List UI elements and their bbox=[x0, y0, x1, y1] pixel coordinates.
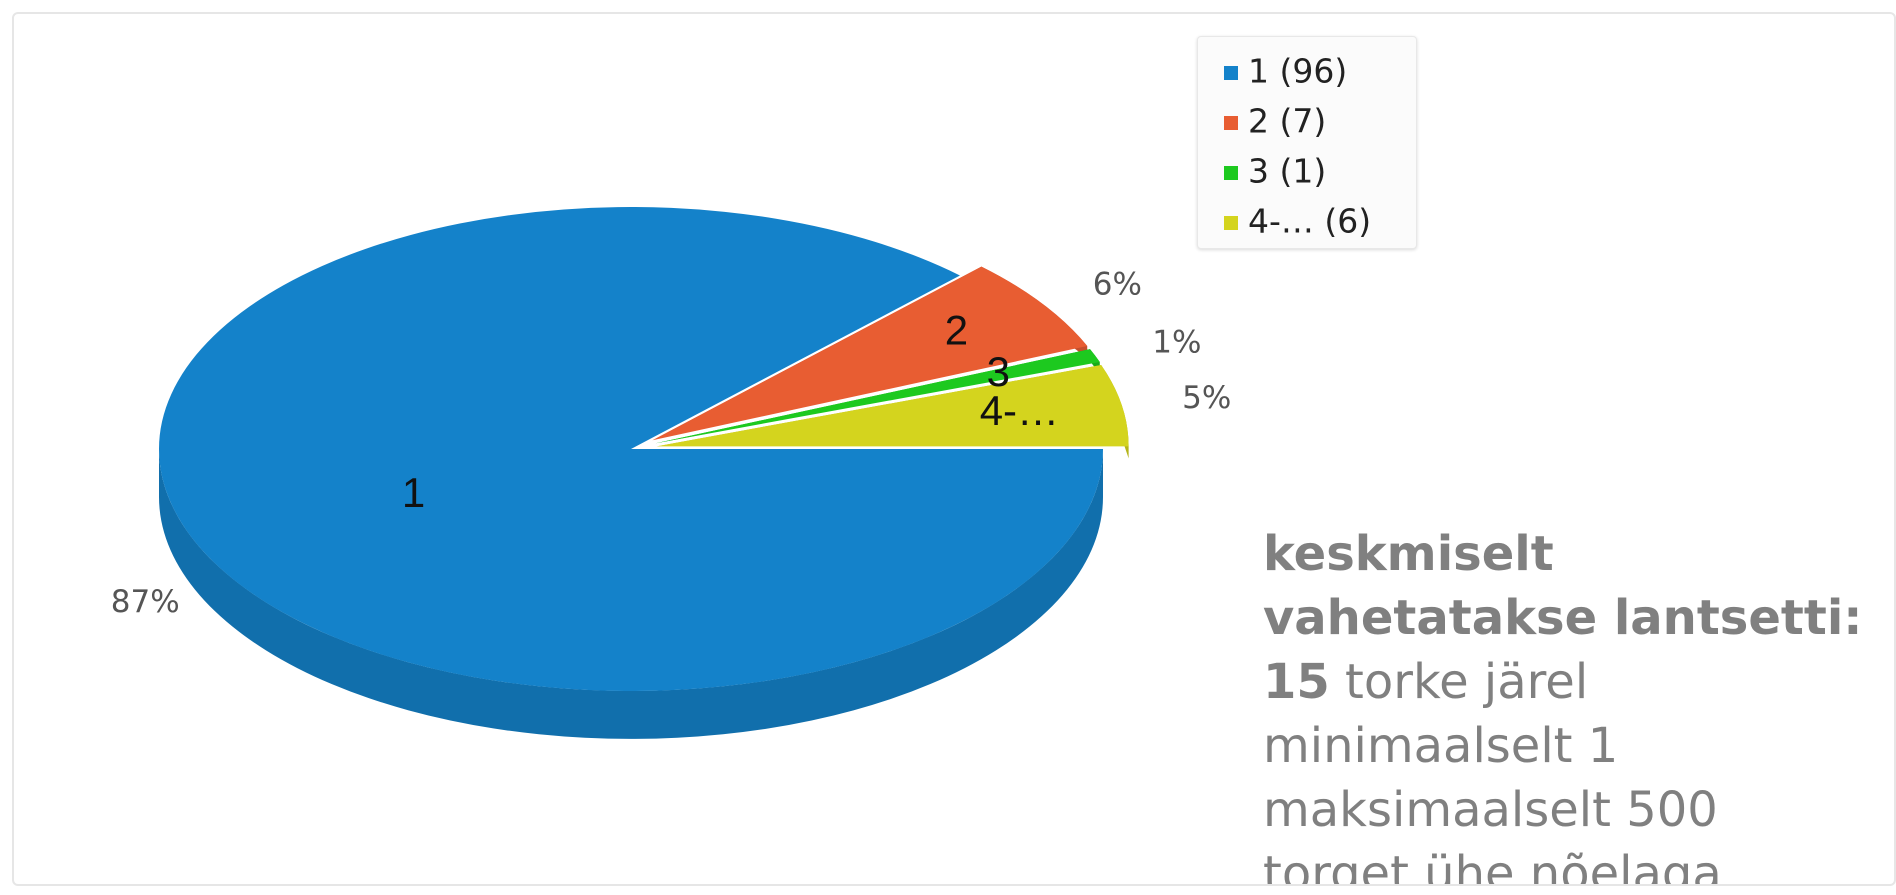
pie-slice bbox=[656, 365, 1129, 447]
percent-label: 5% bbox=[1182, 380, 1231, 416]
slice-label: 3 bbox=[987, 348, 1010, 395]
pie-slice bbox=[158, 206, 1103, 691]
legend-label: 3 (1) bbox=[1248, 152, 1326, 191]
pie-slice bbox=[655, 349, 1100, 444]
pie-slice bbox=[652, 266, 1088, 441]
card: 1 87% 2 6% 3 1% 4-… 5% 1 (96) 2 (7) 3 (1) 4-… (6) … bbox=[12, 12, 1896, 886]
legend-items: 1 (96) 2 (7) 3 (1) 4-… (6) bbox=[1224, 52, 1371, 241]
percent-label: 1% bbox=[1152, 325, 1201, 361]
slice-label: 4-… bbox=[980, 387, 1059, 434]
legend: 1 (96) 2 (7) 3 (1) 4-… (6) bbox=[1197, 36, 1417, 249]
pie-side bbox=[159, 449, 1103, 739]
legend-label: 2 (7) bbox=[1248, 102, 1326, 141]
note-line: 15 torke järel bbox=[1263, 650, 1883, 714]
slice-label: 1 bbox=[402, 469, 425, 516]
legend-swatch bbox=[1224, 66, 1238, 80]
legend-label: 4-… (6) bbox=[1248, 202, 1371, 241]
percent-label: 87% bbox=[111, 584, 180, 620]
legend-swatch bbox=[1224, 216, 1238, 230]
percent-label: 6% bbox=[1093, 266, 1142, 302]
slice-label: 2 bbox=[945, 307, 968, 354]
note-heading: keskmiselt vahetatakse lantsetti: bbox=[1263, 526, 1863, 646]
note: keskmiselt vahetatakse lantsetti: 15 tor… bbox=[1263, 522, 1883, 886]
legend-swatch bbox=[1224, 116, 1238, 130]
note-line: maksimaalselt 500 bbox=[1263, 782, 1718, 838]
pie-chart: 1 87% 2 6% 3 1% 4-… 5% bbox=[111, 206, 1231, 739]
legend-swatch bbox=[1224, 166, 1238, 180]
note-line: minimaalselt 1 bbox=[1263, 718, 1619, 774]
note-line: torget ühe nõelaga bbox=[1263, 846, 1722, 886]
note-text: torke järel bbox=[1329, 654, 1589, 710]
note-number: 15 bbox=[1263, 654, 1330, 710]
legend-label: 1 (96) bbox=[1248, 52, 1347, 91]
